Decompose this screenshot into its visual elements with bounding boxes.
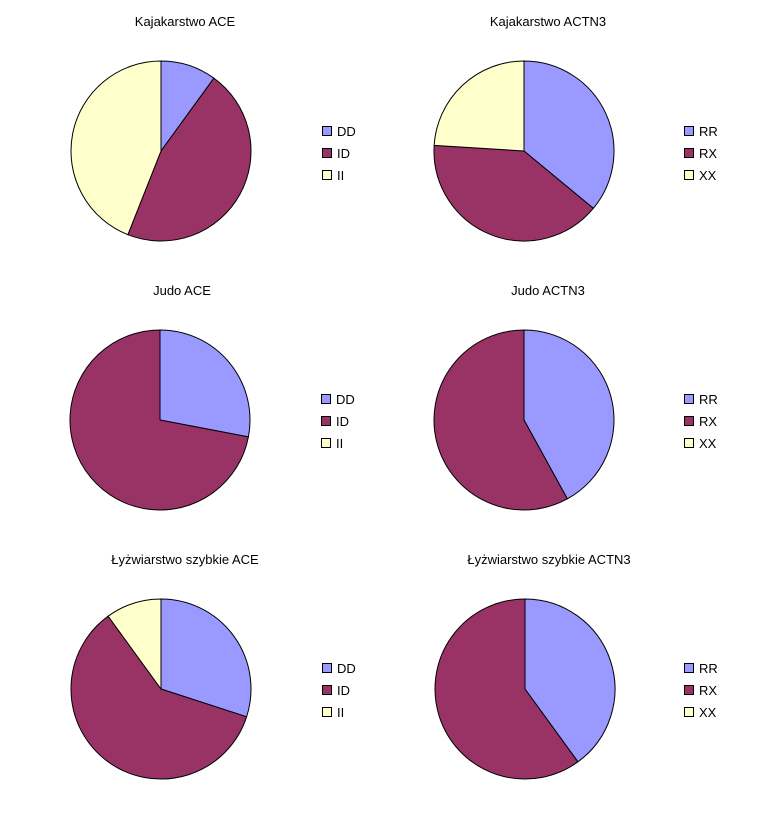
legend-item: DD <box>322 120 356 142</box>
legend-swatch <box>322 707 332 717</box>
legend-label: ID <box>337 682 350 698</box>
legend-label: RR <box>699 660 718 676</box>
legend-item: ID <box>321 410 355 432</box>
pie-slice-rx <box>433 144 595 242</box>
legend-swatch <box>322 126 332 136</box>
legend-label: DD <box>337 660 356 676</box>
pie-chart-panel: Kajakarstwo ACE DD ID II <box>0 0 388 270</box>
legend-label: RR <box>699 391 718 407</box>
pie-plot <box>70 598 252 780</box>
legend: RR RX XX <box>684 120 718 186</box>
pie-slice-rr <box>524 598 616 763</box>
legend-item: RR <box>684 657 718 679</box>
pie-slice-id <box>127 77 252 242</box>
chart-title: Łyżwiarstwo szybkie ACE <box>111 552 259 567</box>
legend: RR RX XX <box>684 388 718 454</box>
legend-label: RR <box>699 123 718 139</box>
legend-item: RX <box>684 142 718 164</box>
pie-plot <box>434 598 616 780</box>
pie-chart-panel: Judo ACTN3 RR RX XX <box>388 269 776 539</box>
legend-swatch <box>322 663 332 673</box>
legend-label: XX <box>699 167 717 183</box>
legend-label: II <box>336 435 344 451</box>
legend-swatch <box>322 170 332 180</box>
legend-item: ID <box>322 142 356 164</box>
legend-item: XX <box>684 432 718 454</box>
legend-item: DD <box>322 657 356 679</box>
legend-item: II <box>321 432 355 454</box>
legend-item: RX <box>684 679 718 701</box>
legend-swatch <box>321 438 331 448</box>
chart-title: Judo ACE <box>153 283 211 298</box>
chart-title: Kajakarstwo ACTN3 <box>489 14 607 29</box>
legend-swatch <box>684 685 694 695</box>
legend-label: II <box>337 167 345 183</box>
legend: DD ID II <box>321 388 355 454</box>
legend-label: DD <box>336 391 355 407</box>
pie-chart-panel: Łyżwiarstwo szybkie ACE DD ID II <box>0 538 388 808</box>
legend-swatch <box>684 170 694 180</box>
pie-plot <box>70 60 252 242</box>
pie-slice-ii <box>107 598 162 691</box>
chart-title: Łyżwiarstwo szybkie ACTN3 <box>467 552 631 567</box>
legend-label: ID <box>337 145 350 161</box>
legend-swatch <box>321 416 331 426</box>
pie-slice-dd <box>159 329 251 438</box>
pie-plot <box>433 60 615 242</box>
chart-title: Judo ACTN3 <box>511 283 585 298</box>
legend-swatch <box>684 148 694 158</box>
pie-chart-panel: Judo ACE DD ID II <box>0 269 388 539</box>
legend-item: DD <box>321 388 355 410</box>
legend-item: RR <box>684 120 718 142</box>
legend-label: II <box>337 704 345 720</box>
pie-slice-id <box>70 615 248 780</box>
pie-slice-id <box>69 329 249 511</box>
legend-swatch <box>322 685 332 695</box>
legend-swatch <box>684 707 694 717</box>
legend-swatch <box>684 416 694 426</box>
pie-slice-rr <box>523 60 615 210</box>
pie-slice-rx <box>434 598 579 780</box>
pie-slice-rx <box>433 329 569 511</box>
legend: RR RX XX <box>684 657 718 723</box>
legend-item: XX <box>684 164 718 186</box>
legend-item: ID <box>322 679 356 701</box>
legend-item: RR <box>684 388 718 410</box>
legend-swatch <box>684 394 694 404</box>
legend-label: ID <box>336 413 349 429</box>
legend-label: DD <box>337 123 356 139</box>
legend-item: II <box>322 164 356 186</box>
legend-swatch <box>684 126 694 136</box>
legend-label: RX <box>699 145 718 161</box>
legend: DD ID II <box>322 120 356 186</box>
legend-label: RX <box>699 682 718 698</box>
chart-title: Kajakarstwo ACE <box>134 14 236 29</box>
pie-slice-ii <box>70 60 162 236</box>
legend-swatch <box>684 438 694 448</box>
legend-item: RX <box>684 410 718 432</box>
legend-label: XX <box>699 435 717 451</box>
pie-plot <box>69 329 251 511</box>
pie-slice-xx <box>433 60 525 152</box>
legend-item: II <box>322 701 356 723</box>
pie-plot <box>433 329 615 511</box>
legend-item: XX <box>684 701 718 723</box>
legend-swatch <box>684 663 694 673</box>
legend-swatch <box>321 394 331 404</box>
legend-swatch <box>322 148 332 158</box>
pie-chart-panel: Kajakarstwo ACTN3 RR RX XX <box>388 0 776 270</box>
legend: DD ID II <box>322 657 356 723</box>
legend-label: XX <box>699 704 717 720</box>
legend-label: RX <box>699 413 718 429</box>
pie-slice-rr <box>523 329 615 500</box>
pie-chart-panel: Łyżwiarstwo szybkie ACTN3 RR RX XX <box>388 538 776 808</box>
pie-slice-dd <box>160 598 252 718</box>
